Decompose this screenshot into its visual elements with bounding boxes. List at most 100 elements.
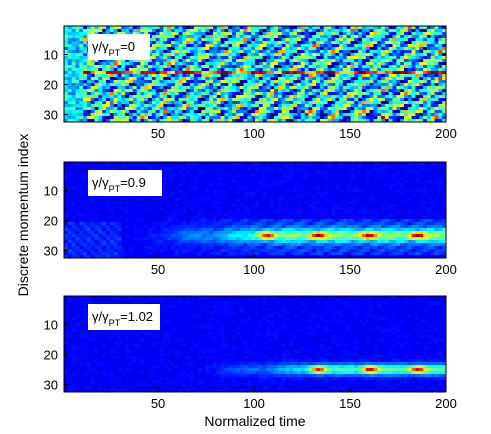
heatmap-cell — [167, 174, 172, 178]
heatmap-cell — [277, 180, 283, 184]
heatmap-cell — [316, 174, 321, 178]
heatmap-cell — [193, 59, 199, 63]
heatmap-cell — [220, 192, 225, 196]
heatmap-cell — [140, 92, 145, 96]
heatmap-cell — [373, 113, 378, 117]
heatmap-cell — [442, 80, 447, 84]
heatmap-cell — [300, 86, 306, 90]
heatmap-cell — [170, 71, 176, 75]
heatmap-cell — [125, 119, 130, 123]
heatmap-cell — [415, 198, 420, 202]
heatmap-cell — [274, 74, 279, 78]
heatmap-cell — [274, 113, 279, 117]
heatmap-cell — [113, 26, 118, 30]
heatmap-cell — [163, 38, 168, 42]
heatmap-cell — [403, 74, 409, 78]
heatmap-cell — [90, 71, 95, 75]
heatmap-cell — [388, 198, 393, 202]
heatmap-cell — [411, 195, 416, 199]
heatmap-cell — [442, 29, 447, 33]
heatmap-cell — [381, 59, 386, 63]
heatmap-cell — [335, 113, 340, 117]
heatmap-cell — [323, 107, 328, 111]
heatmap-cell — [266, 32, 271, 36]
heatmap-cell — [255, 71, 260, 75]
heatmap-cell — [220, 32, 225, 36]
heatmap-cell — [289, 77, 294, 81]
heatmap-cell — [400, 89, 405, 93]
heatmap-cell — [163, 198, 168, 202]
heatmap-cell — [438, 86, 443, 90]
heatmap-cell — [319, 32, 325, 36]
heatmap-cell — [293, 177, 298, 181]
heatmap-cell — [388, 204, 393, 208]
heatmap-cell — [113, 110, 118, 114]
heatmap-cell — [224, 204, 229, 208]
heatmap-cell — [335, 38, 340, 42]
heatmap-cell — [323, 80, 328, 84]
heatmap-cell — [384, 201, 390, 205]
heatmap-cell — [300, 192, 306, 196]
heatmap-cell — [178, 86, 183, 90]
heatmap-cell — [392, 65, 397, 69]
heatmap-cell — [186, 77, 191, 81]
heatmap-cell — [239, 171, 244, 175]
heatmap-cell — [64, 92, 69, 96]
heatmap-cell — [319, 116, 325, 120]
heatmap-cell — [79, 180, 84, 184]
heatmap-cell — [358, 165, 363, 169]
heatmap-cell — [155, 92, 160, 96]
heatmap-cell — [419, 86, 424, 90]
heatmap-cell — [400, 26, 405, 30]
heatmap-cell — [98, 119, 103, 123]
heatmap-cell — [400, 95, 405, 99]
heatmap-cell — [365, 180, 370, 184]
heatmap-cell — [266, 62, 271, 66]
heatmap-cell — [247, 44, 252, 48]
heatmap-cell — [86, 80, 92, 84]
heatmap-cell — [316, 92, 321, 96]
heatmap-cell — [270, 204, 275, 208]
heatmap-cell — [270, 192, 275, 196]
heatmap-cell — [274, 41, 279, 45]
heatmap-cell — [403, 77, 409, 81]
heatmap-cell — [98, 95, 103, 99]
heatmap-cell — [308, 177, 313, 181]
heatmap-cell — [75, 186, 80, 190]
heatmap-cell — [415, 177, 420, 181]
heatmap-cell — [430, 29, 435, 33]
heatmap-cell — [312, 56, 317, 60]
heatmap-cell — [266, 210, 271, 214]
heatmap-cell — [64, 201, 69, 205]
heatmap-cell — [419, 77, 424, 81]
heatmap-cell — [396, 183, 401, 187]
heatmap-cell — [293, 113, 298, 117]
heatmap-cell — [277, 174, 283, 178]
heatmap-cell — [251, 71, 256, 75]
heatmap-cell — [98, 213, 103, 217]
heatmap-cell — [438, 83, 443, 87]
heatmap-cell — [411, 62, 416, 66]
heatmap-cell — [281, 68, 286, 72]
heatmap-cell — [235, 104, 241, 108]
heatmap-cell — [113, 116, 118, 120]
heatmap-cell — [86, 68, 92, 72]
heatmap-cell — [197, 189, 202, 193]
heatmap-cell — [71, 98, 76, 102]
heatmap-cell — [228, 110, 233, 114]
heatmap-cell — [98, 80, 103, 84]
heatmap-cell — [361, 180, 367, 184]
heatmap-cell — [415, 104, 420, 108]
heatmap-cell — [178, 50, 183, 54]
heatmap-cell — [209, 189, 214, 193]
heatmap-cell — [350, 86, 355, 90]
heatmap-cell — [106, 201, 111, 205]
heatmap-cell — [426, 210, 432, 214]
heatmap-cell — [304, 107, 309, 111]
heatmap-cell — [400, 56, 405, 60]
heatmap-cell — [178, 162, 183, 166]
heatmap-cell — [388, 119, 393, 123]
heatmap-cell — [346, 32, 351, 36]
heatmap-cell — [216, 32, 222, 36]
heatmap-cell — [297, 68, 302, 72]
